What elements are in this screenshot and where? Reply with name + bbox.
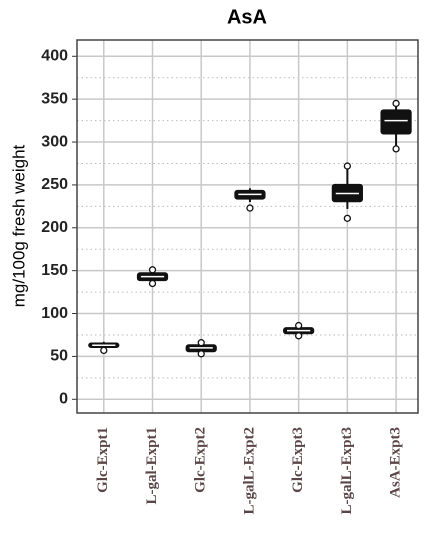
x-tick-label: L-gal-Expt1 <box>144 427 160 505</box>
outlier <box>100 346 108 355</box>
y-tick-label: 350 <box>41 90 68 107</box>
y-axis-label: mg/100g fresh weight <box>9 144 28 307</box>
y-tick-label: 150 <box>41 262 68 279</box>
y-tick-label: 300 <box>41 133 68 150</box>
y-tick-label: 50 <box>50 348 68 365</box>
outlier <box>148 266 157 274</box>
plot-frame <box>76 39 419 414</box>
box <box>380 109 412 135</box>
x-tick-label: Glc-Expt2 <box>193 427 209 493</box>
x-tick-label: Glc-Expt1 <box>95 427 111 493</box>
outlier <box>197 350 205 358</box>
outlier <box>294 321 303 330</box>
x-tick-label: L-galL-Expt3 <box>339 427 355 515</box>
y-tick-label: 100 <box>41 305 68 322</box>
y-tick-label: 400 <box>41 48 68 65</box>
outlier <box>294 332 303 340</box>
outlier <box>148 279 157 288</box>
outlier <box>343 214 352 223</box>
outlier <box>246 204 254 212</box>
outlier <box>343 162 352 170</box>
y-tick-label: 250 <box>41 176 68 193</box>
outlier <box>197 339 205 347</box>
outlier <box>392 145 400 153</box>
y-tick-label: 0 <box>59 390 68 407</box>
x-tick-label: L-galL-Expt2 <box>241 427 257 515</box>
x-tick-label: Glc-Expt3 <box>290 427 306 493</box>
outlier <box>392 99 400 108</box>
y-tick-label: 200 <box>41 219 68 236</box>
chart-title: AsA <box>227 6 267 28</box>
x-tick-label: AsA-Expt3 <box>388 427 404 498</box>
